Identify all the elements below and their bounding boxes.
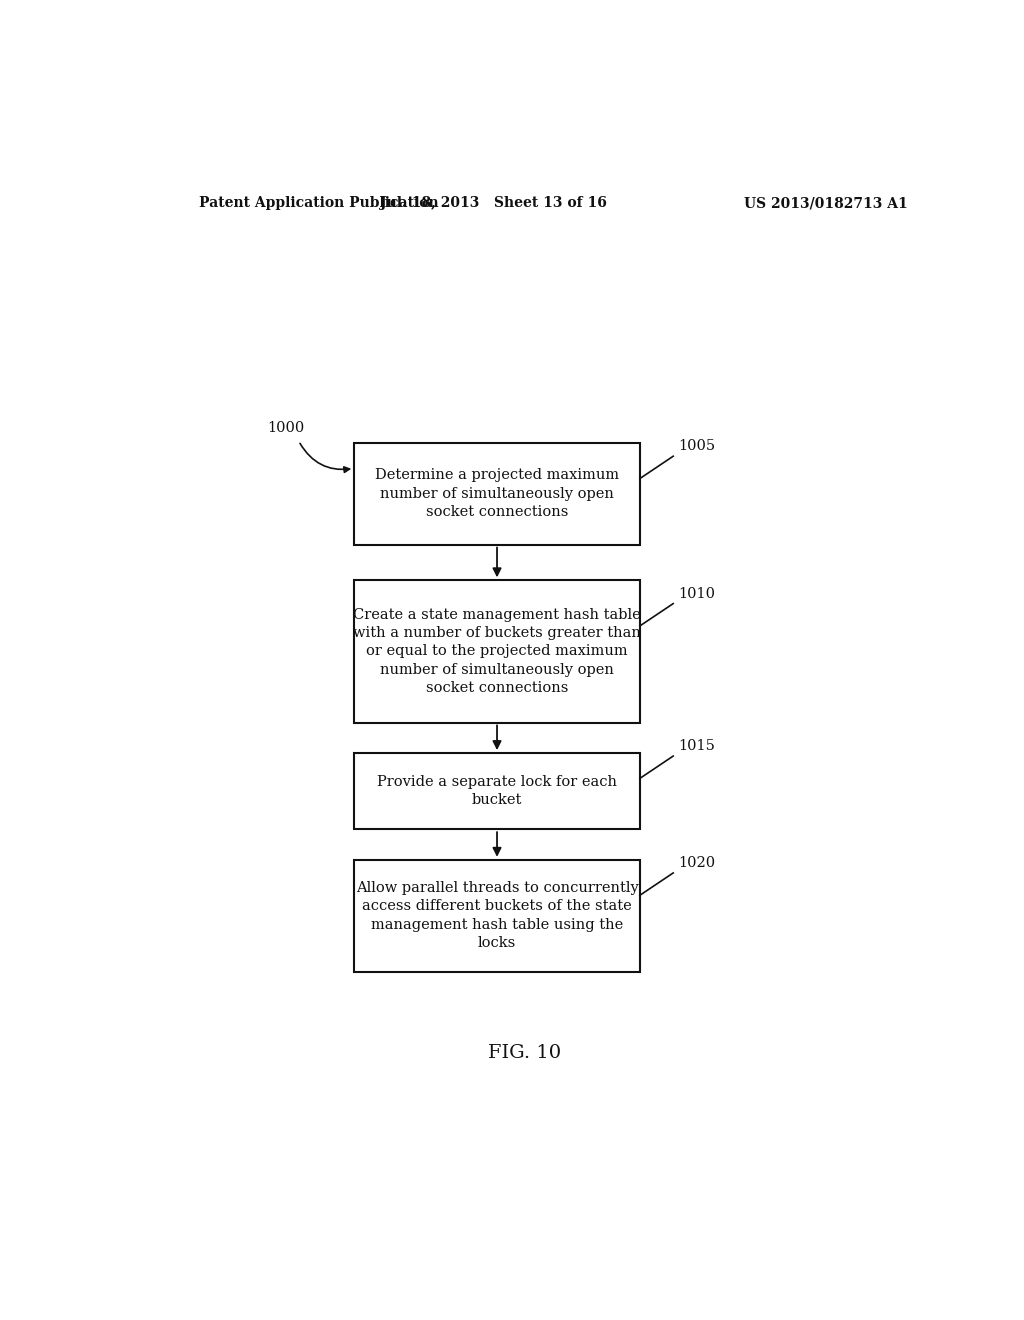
FancyBboxPatch shape [354,444,640,545]
FancyBboxPatch shape [354,581,640,722]
Text: 1020: 1020 [678,855,715,870]
Text: 1000: 1000 [267,421,304,434]
Text: US 2013/0182713 A1: US 2013/0182713 A1 [744,197,908,210]
FancyArrowPatch shape [494,548,501,576]
FancyBboxPatch shape [354,752,640,829]
Text: 1015: 1015 [678,739,715,752]
FancyBboxPatch shape [354,859,640,972]
Text: Jul. 18, 2013   Sheet 13 of 16: Jul. 18, 2013 Sheet 13 of 16 [380,197,606,210]
Text: Determine a projected maximum
number of simultaneously open
socket connections: Determine a projected maximum number of … [375,469,620,519]
Text: Patent Application Publication: Patent Application Publication [200,197,439,210]
Text: 1005: 1005 [678,440,715,453]
Text: FIG. 10: FIG. 10 [488,1044,561,1061]
Text: 1010: 1010 [678,586,715,601]
FancyArrowPatch shape [494,832,501,855]
Text: Provide a separate lock for each
bucket: Provide a separate lock for each bucket [377,775,617,808]
Text: Allow parallel threads to concurrently
access different buckets of the state
man: Allow parallel threads to concurrently a… [355,880,638,950]
FancyArrowPatch shape [494,725,501,748]
FancyArrowPatch shape [300,444,349,473]
Text: Create a state management hash table
with a number of buckets greater than
or eq: Create a state management hash table wit… [353,607,641,696]
